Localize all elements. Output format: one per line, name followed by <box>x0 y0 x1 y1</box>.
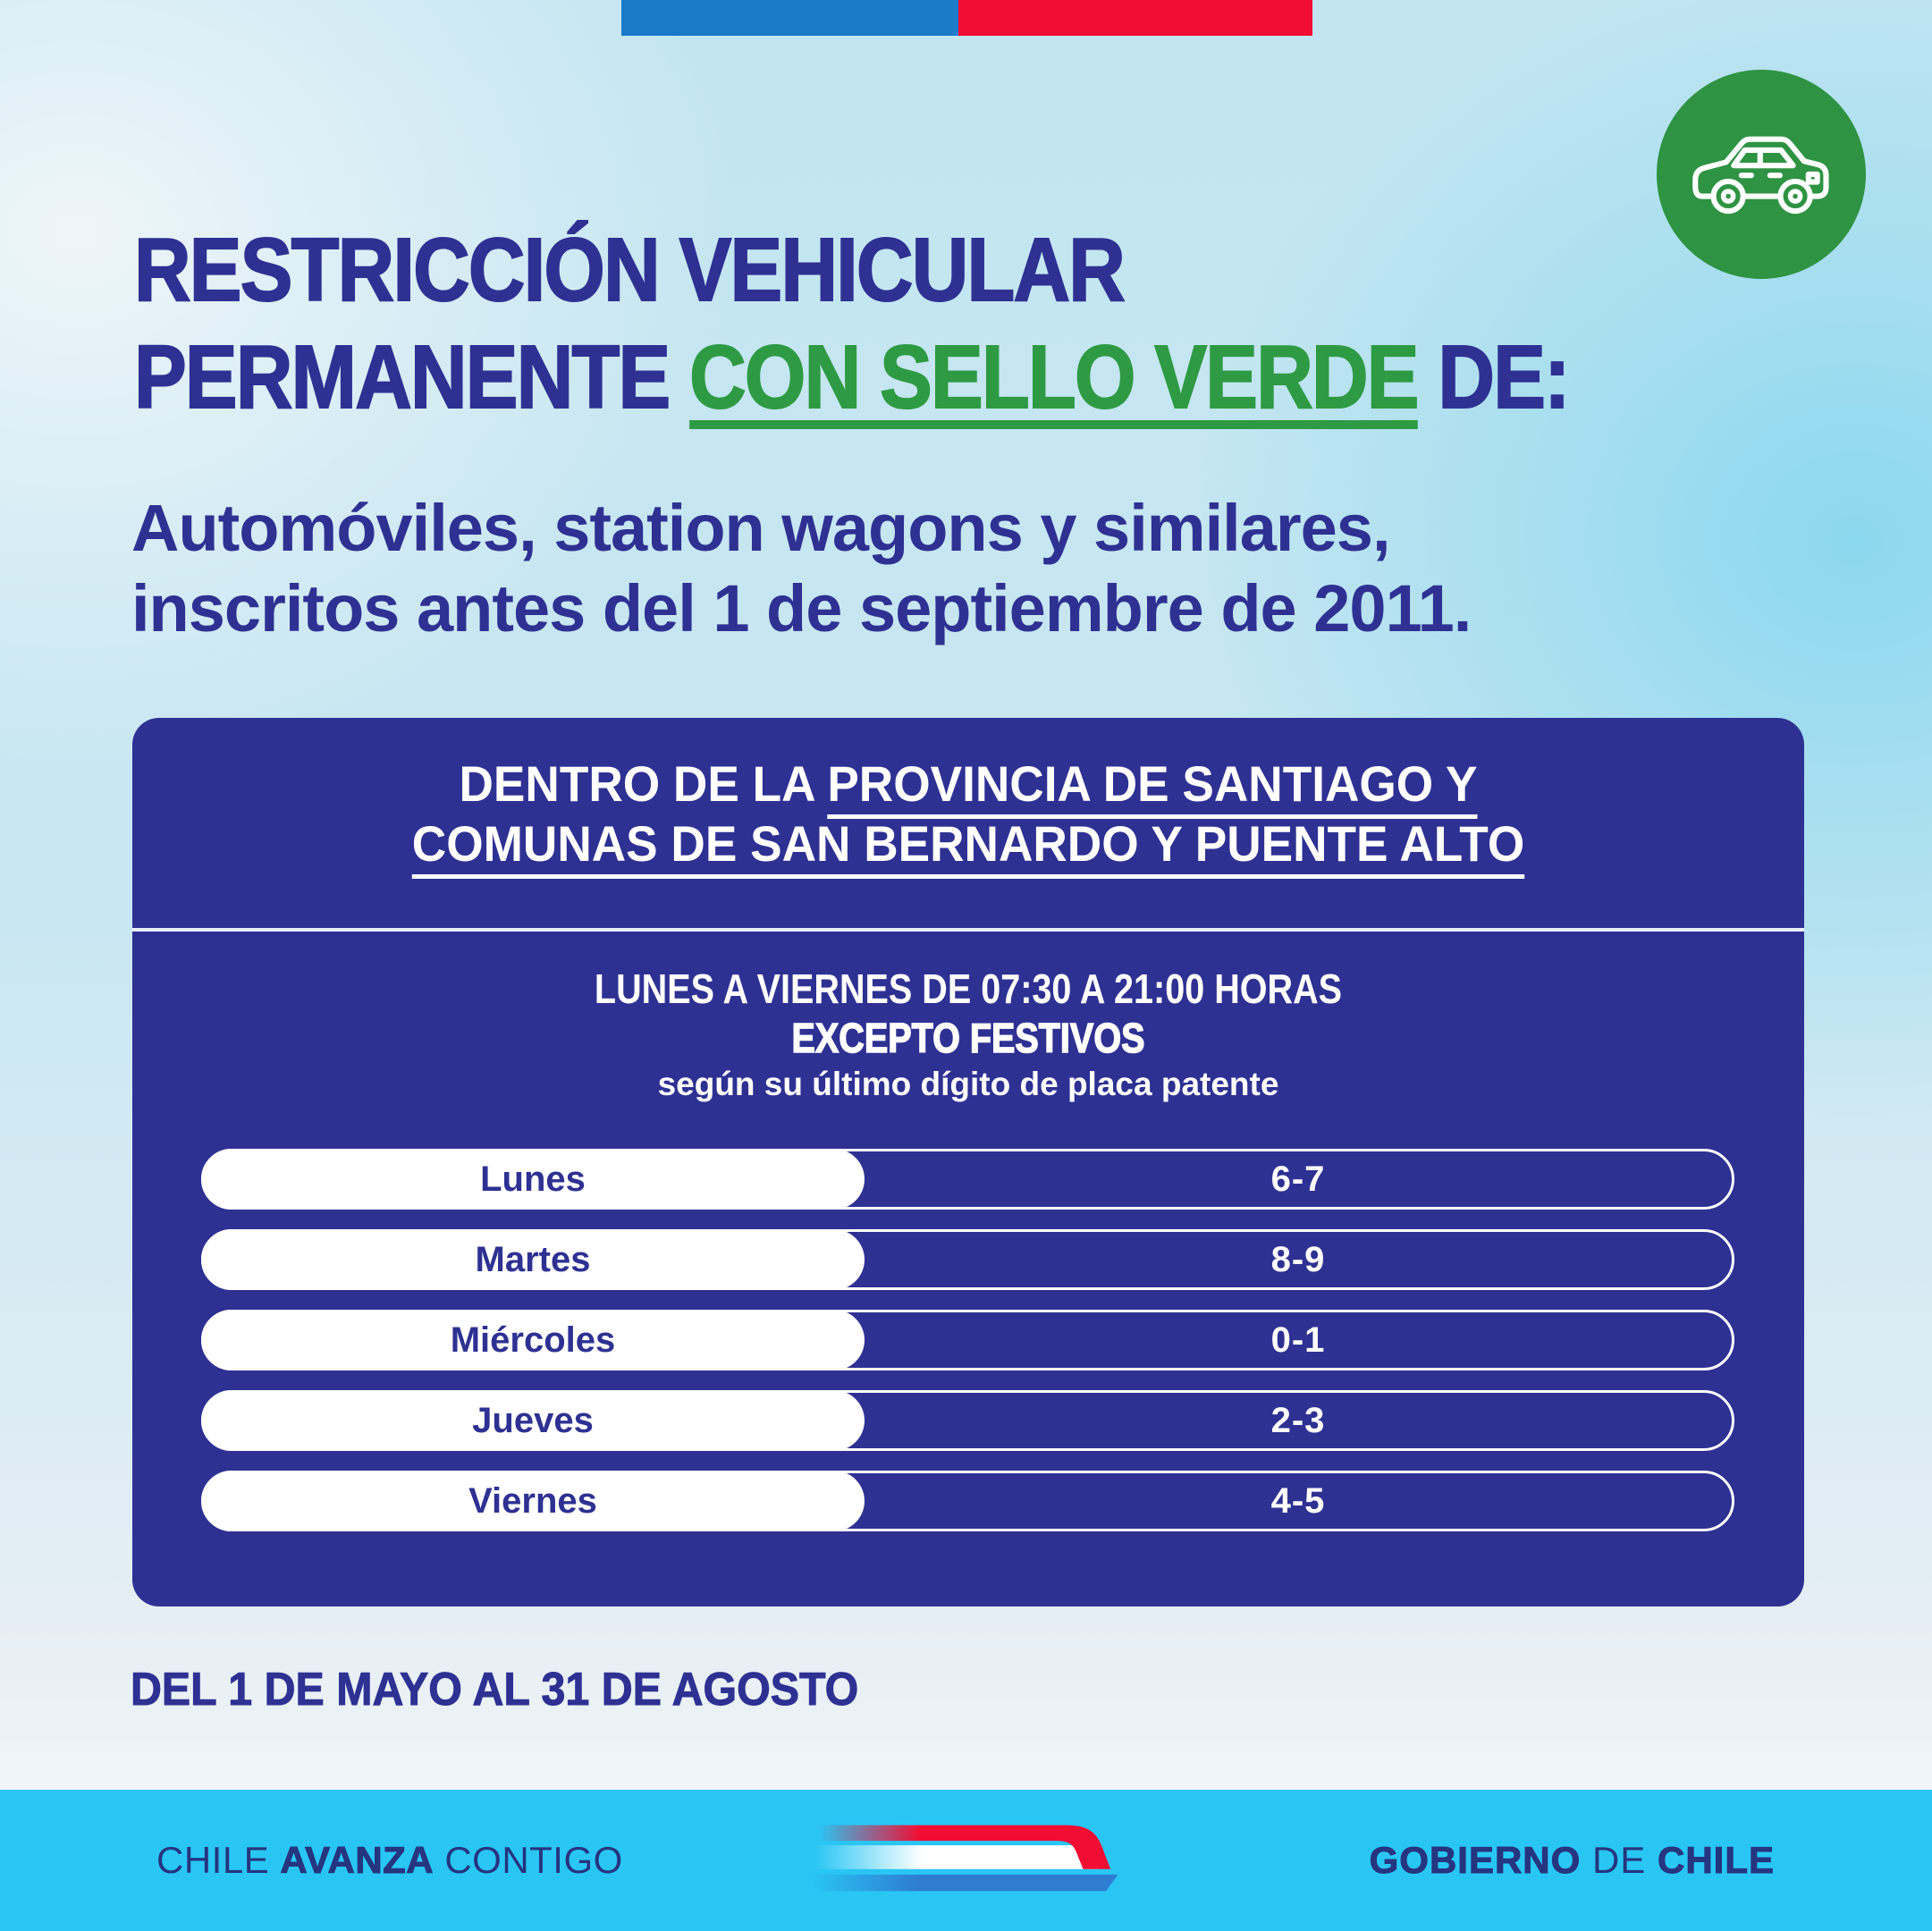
footer-slogan: CHILE AVANZA CONTIGO <box>156 1790 623 1931</box>
schedule-hours: LUNES A VIERNES DE 07:30 A 21:00 HORAS <box>594 966 1343 1012</box>
plate-digits: 4-5 <box>1270 1481 1326 1521</box>
day-pill: Viernes <box>201 1471 865 1531</box>
day-pill: Martes <box>201 1229 865 1290</box>
day-pill: Jueves <box>201 1390 865 1451</box>
validity-period: DEL 1 DE MAYO AL 31 DE AGOSTO <box>131 1664 859 1716</box>
green-seal-badge <box>1657 70 1866 279</box>
day-pill: Lunes <box>201 1149 865 1210</box>
day-label: Viernes <box>468 1481 597 1521</box>
title-green-seal-text: CON SELLO VERDE <box>688 326 1420 428</box>
government-footer: CHILE AVANZA CONTIGO <box>0 1790 1932 1931</box>
footer-slogan-avanza: AVANZA <box>280 1839 434 1882</box>
day-label: Martes <box>475 1240 591 1279</box>
title-line2-prefix: PERMANENTE <box>133 326 690 428</box>
flag-stripes-logo <box>781 1822 1184 1900</box>
brand-flag-bar <box>621 0 1312 36</box>
panel-header-line-1: DENTRO DE LA PROVINCIA DE SANTIAGO Y <box>174 754 1763 814</box>
panel-divider <box>132 928 1804 932</box>
footer-gov-gobierno: GOBIERNO <box>1369 1839 1582 1882</box>
schedule-note: según su último dígito de placa patente <box>657 1066 1279 1102</box>
schedule-exception: EXCEPTO FESTIVOS <box>791 1015 1145 1061</box>
subtitle: Automóviles, station wagons y similares,… <box>131 488 1472 649</box>
table-row-jueves: Jueves 2-3 <box>201 1390 1734 1451</box>
flag-bar-red-segment <box>958 0 1312 36</box>
day-label: Miércoles <box>450 1320 616 1360</box>
restriction-panel: DENTRO DE LA PROVINCIA DE SANTIAGO Y COM… <box>132 718 1804 1606</box>
table-row-martes: Martes 8-9 <box>201 1229 1734 1290</box>
table-row-viernes: Viernes 4-5 <box>201 1471 1734 1531</box>
plate-digits: 2-3 <box>1270 1401 1326 1440</box>
subtitle-line-2: inscritos antes del 1 de septiembre de 2… <box>131 571 1472 645</box>
footer-government: GOBIERNO DE CHILE <box>1369 1790 1775 1931</box>
title-line-2: PERMANENTE CON SELLO VERDE DE: <box>133 324 1572 431</box>
panel-header-plain: DENTRO DE LA <box>459 755 828 812</box>
footer-slogan-chile: CHILE <box>156 1839 270 1881</box>
day-label: Jueves <box>472 1401 594 1440</box>
day-pill: Miércoles <box>201 1310 865 1370</box>
title-line-1: RESTRICCIÓN VEHICULAR <box>133 219 1126 321</box>
car-icon <box>1684 117 1838 232</box>
subtitle-line-1: Automóviles, station wagons y similares, <box>131 491 1391 565</box>
footer-gov-de: DE <box>1591 1839 1647 1881</box>
footer-gov-chile: CHILE <box>1658 1839 1775 1882</box>
day-label: Lunes <box>480 1159 586 1199</box>
panel-header-line-2: COMUNAS DE SAN BERNARDO Y PUENTE ALTO <box>174 814 1763 873</box>
table-row-lunes: Lunes 6-7 <box>201 1149 1734 1210</box>
plate-digits: 8-9 <box>1270 1240 1326 1279</box>
panel-header-underlined-2: COMUNAS DE SAN BERNARDO Y PUENTE ALTO <box>411 815 1525 872</box>
panel-header-underlined-1: PROVINCIA DE SANTIAGO Y <box>827 755 1478 812</box>
table-row-miercoles: Miércoles 0-1 <box>201 1310 1734 1370</box>
plate-digits: 6-7 <box>1270 1159 1326 1199</box>
footer-slogan-contigo: CONTIGO <box>444 1839 623 1881</box>
page-title: RESTRICCIÓN VEHICULAR PERMANENTE CON SEL… <box>133 216 1765 431</box>
panel-header: DENTRO DE LA PROVINCIA DE SANTIAGO Y COM… <box>174 754 1763 873</box>
plate-digits: 0-1 <box>1270 1320 1326 1360</box>
title-line2-suffix: DE: <box>1417 326 1572 428</box>
flag-bar-blue-segment <box>621 0 958 36</box>
